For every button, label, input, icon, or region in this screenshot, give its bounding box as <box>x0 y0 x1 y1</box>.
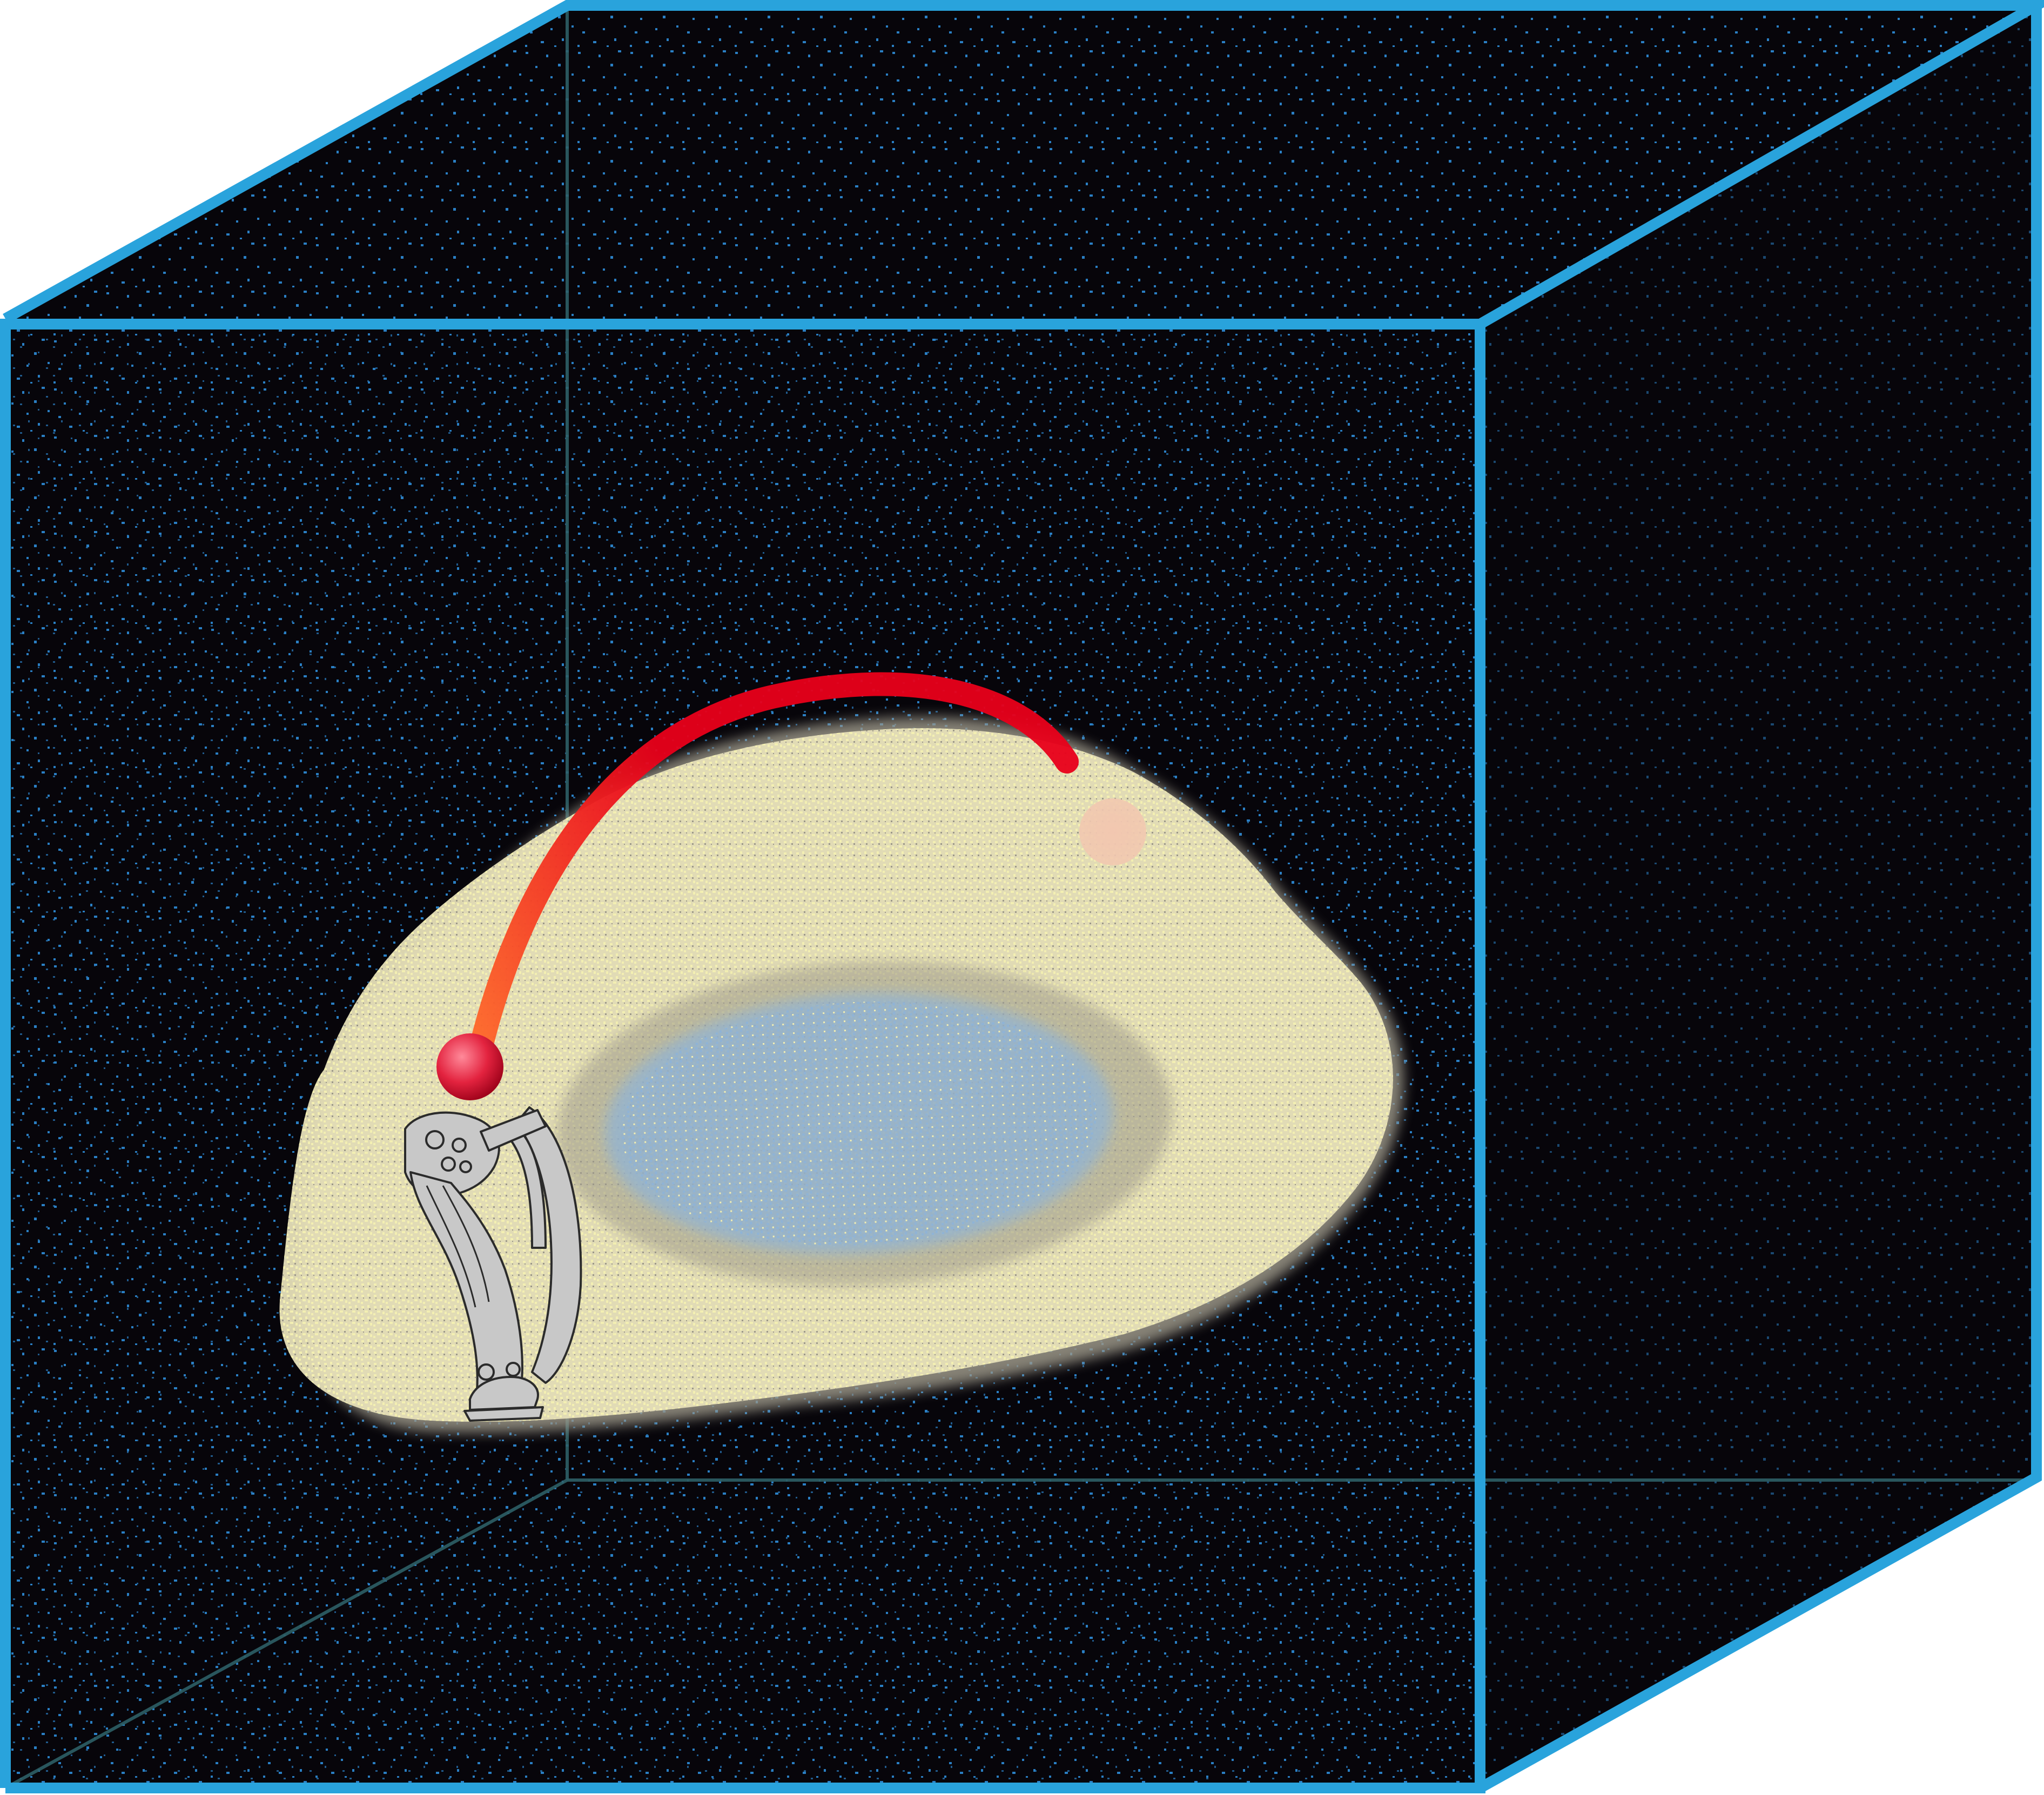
ray-cursor-sphere-icon <box>436 1033 503 1100</box>
box-right-back-edge <box>1477 5 2042 1793</box>
box-back-diagonal-edge <box>4 1478 568 1790</box>
dust-top <box>5 5 2036 324</box>
cloud-core-speckle <box>621 1001 1097 1246</box>
vr-hand-controller-icon <box>404 1106 582 1422</box>
dust-right <box>1480 5 2036 1788</box>
selection-ray-icon <box>466 672 1079 1071</box>
target-highlight-icon <box>1079 798 1146 865</box>
